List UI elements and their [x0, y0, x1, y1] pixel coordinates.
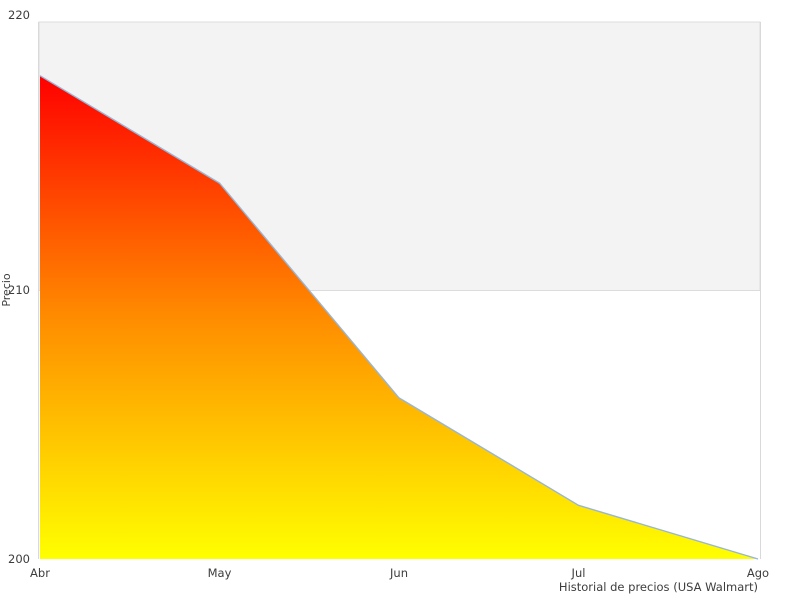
price-line	[39, 75, 759, 560]
price-area	[40, 75, 758, 559]
x-tick-label-jun: Jun	[390, 566, 408, 580]
x-tick-label-ago: Ago	[746, 566, 770, 580]
chart-caption: Historial de precios (USA Walmart)	[558, 580, 758, 594]
y-tick-label-200: 200	[8, 551, 30, 566]
y-tick-label-210: 210	[8, 283, 30, 297]
x-tick-label-abr: Abr	[30, 566, 50, 580]
x-tick-label-jul: Jul	[571, 566, 586, 580]
y-tick-label-220: 220	[8, 8, 30, 22]
x-tick-label-may: May	[207, 566, 232, 580]
